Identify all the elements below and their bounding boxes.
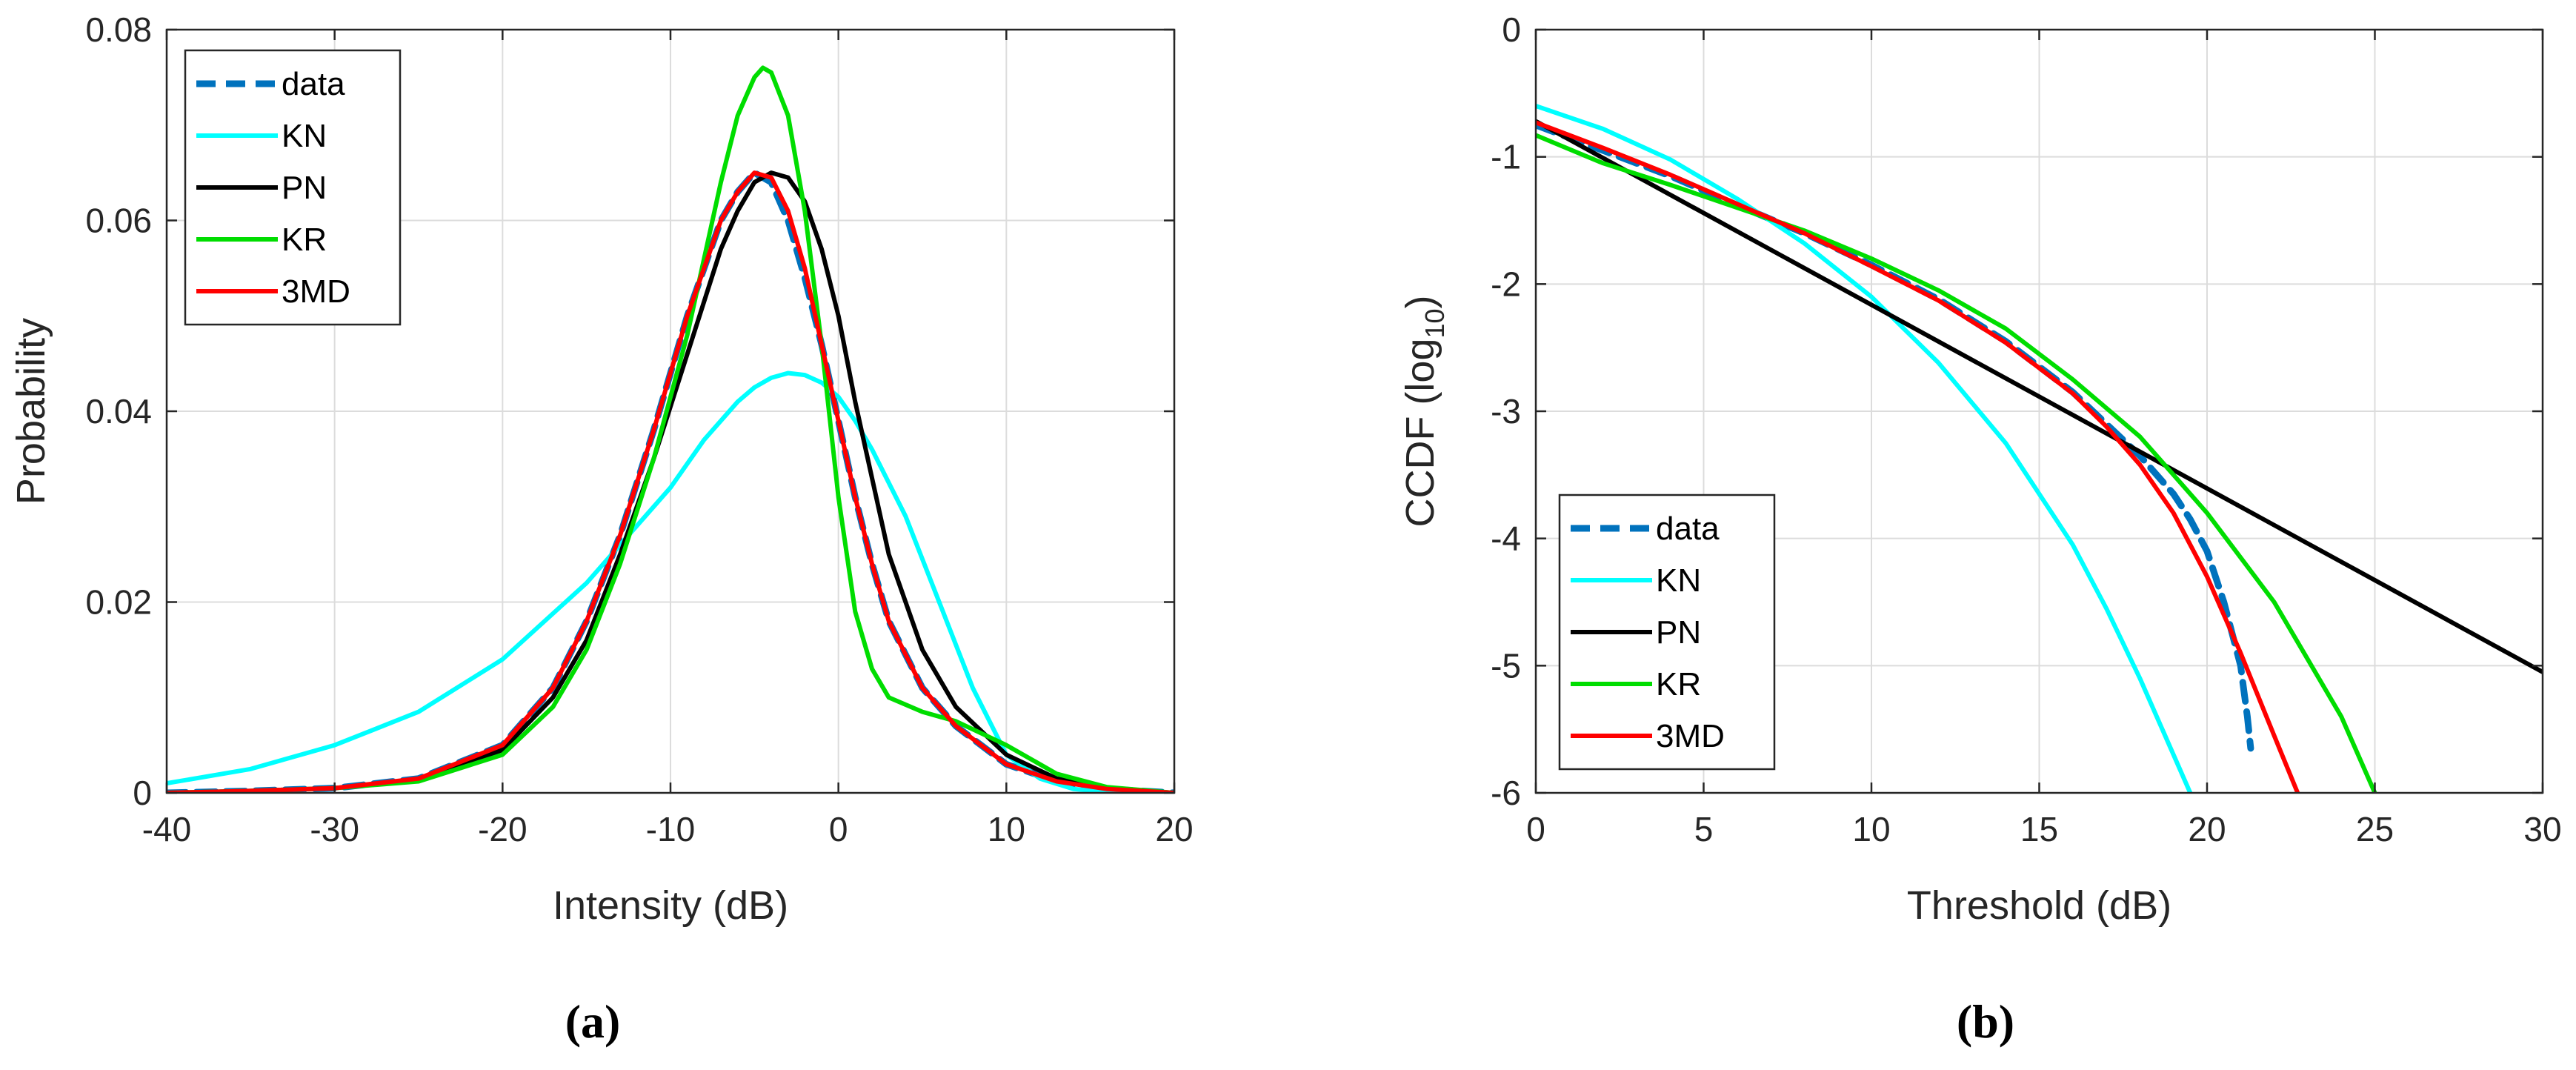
legend-label-kr: KR bbox=[1656, 666, 1701, 702]
x-tick-label: 15 bbox=[2020, 810, 2058, 848]
panel-a-ticks: -40 -30 -20 -10 0 10 20 0 0.02 0.04 0.06 0.08 bbox=[85, 10, 1193, 848]
panel-b-label: (b) bbox=[1957, 995, 2014, 1048]
y-tick-label: 0.02 bbox=[85, 583, 152, 622]
x-tick-label: -30 bbox=[310, 810, 359, 848]
panel-a-chart: -40 -30 -20 -10 0 10 20 0 0.02 0.04 0.06 0.08 Inten… bbox=[9, 10, 1194, 1048]
legend-label-pn: PN bbox=[282, 170, 327, 206]
x-tick-label: 20 bbox=[1155, 810, 1193, 848]
x-tick-label: 30 bbox=[2523, 810, 2561, 848]
panel-a-x-axis-label: Intensity (dB) bbox=[553, 883, 788, 928]
y-tick-label: -6 bbox=[1491, 774, 1521, 812]
y-tick-label: 0.08 bbox=[85, 10, 152, 49]
x-tick-label: 5 bbox=[1694, 810, 1714, 848]
x-tick-label: 0 bbox=[829, 810, 848, 848]
x-tick-label: -20 bbox=[478, 810, 527, 848]
x-tick-label: 10 bbox=[988, 810, 1025, 848]
x-tick-label: -10 bbox=[646, 810, 695, 848]
panel-b-y-label-main: CCDF (log bbox=[1398, 339, 1442, 528]
y-tick-label: 0.04 bbox=[85, 392, 152, 431]
series-line-pn bbox=[1536, 119, 2543, 674]
panel-a-legend: data KN PN KR 3MD bbox=[184, 49, 402, 326]
panel-a-series bbox=[167, 65, 1174, 793]
y-tick-label: 0.06 bbox=[85, 202, 152, 240]
legend-box bbox=[1558, 494, 1776, 771]
panel-a-label: (a) bbox=[565, 995, 621, 1048]
panel-b-y-label-tail: ) bbox=[1398, 295, 1442, 308]
panel-b-chart: 0 5 10 15 20 25 30 -6 -5 -4 -3 -2 -1 0 Threshold (dB)… bbox=[1398, 10, 2562, 1048]
series-line-3md bbox=[1536, 120, 2300, 793]
panel-b-y-label-sub: 10 bbox=[1420, 308, 1450, 338]
y-tick-label: -5 bbox=[1491, 646, 1521, 685]
legend-label-3md: 3MD bbox=[282, 273, 350, 310]
legend-label-data: data bbox=[282, 66, 345, 102]
legend-label-kn: KN bbox=[282, 118, 327, 154]
x-tick-label: 10 bbox=[1852, 810, 1890, 848]
panel-b-y-axis-label: CCDF (log10) bbox=[1398, 295, 1450, 527]
y-tick-label: -1 bbox=[1491, 138, 1521, 176]
x-tick-label: -40 bbox=[142, 810, 191, 848]
x-tick-label: 25 bbox=[2356, 810, 2394, 848]
legend-label-data: data bbox=[1656, 511, 1720, 547]
y-tick-label: -3 bbox=[1491, 392, 1521, 431]
series-line-kr bbox=[1536, 133, 2377, 793]
x-tick-label: 20 bbox=[2188, 810, 2226, 848]
y-tick-label: 0 bbox=[133, 774, 152, 812]
legend-label-kr: KR bbox=[282, 222, 327, 258]
y-tick-label: 0 bbox=[1502, 10, 1521, 49]
legend-label-3md: 3MD bbox=[1656, 718, 1725, 754]
x-tick-label: 0 bbox=[1526, 810, 1545, 848]
y-tick-label: -2 bbox=[1491, 265, 1521, 303]
legend-label-pn: PN bbox=[1656, 614, 1701, 651]
series-line-kn bbox=[1536, 104, 2193, 793]
panel-a-y-axis-label: Probability bbox=[9, 318, 53, 505]
panel-b-series bbox=[1536, 104, 2543, 793]
series-line-pn bbox=[167, 170, 1174, 793]
y-tick-label: -4 bbox=[1491, 519, 1521, 558]
panel-b-ticks: 0 5 10 15 20 25 30 -6 -5 -4 -3 -2 -1 0 bbox=[1491, 10, 2561, 848]
panel-b-legend: data KN PN KR 3MD bbox=[1558, 494, 1776, 771]
panel-b-x-axis-label: Threshold (dB) bbox=[1907, 883, 2171, 928]
legend-label-kn: KN bbox=[1656, 562, 1701, 599]
series-line-3md bbox=[167, 170, 1174, 793]
series-line-kr bbox=[167, 65, 1174, 793]
